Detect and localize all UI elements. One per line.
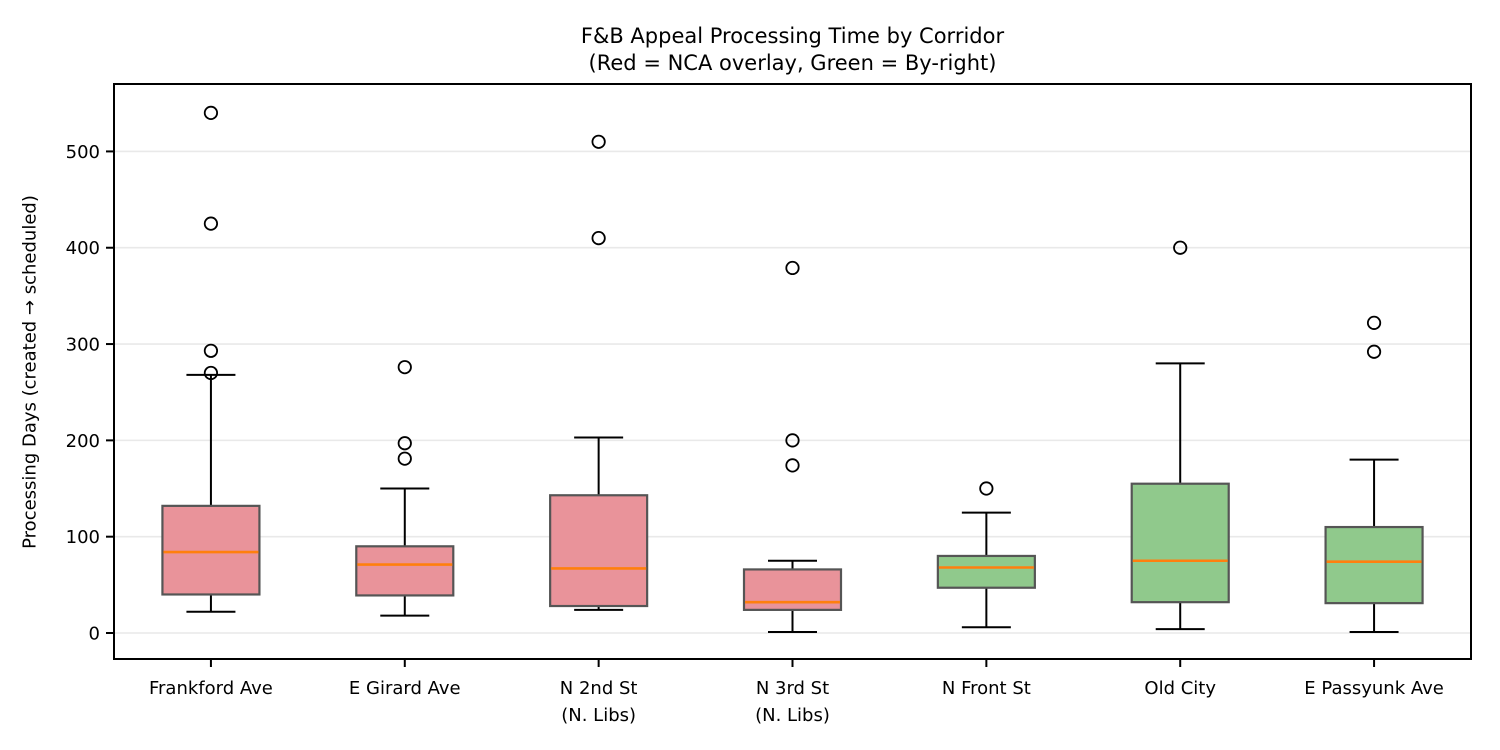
x-tick-label: Frankford Ave bbox=[149, 678, 273, 699]
outlier-point bbox=[1173, 240, 1188, 255]
y-tick-label: 300 bbox=[66, 335, 100, 356]
y-tick-label: 400 bbox=[66, 238, 100, 259]
outlier-point bbox=[979, 481, 994, 496]
y-tick-label: 200 bbox=[66, 431, 100, 452]
outlier-point bbox=[1366, 315, 1382, 330]
box-rect bbox=[355, 545, 455, 597]
outlier-point bbox=[397, 436, 412, 451]
box-rect bbox=[742, 568, 843, 611]
outlier-point bbox=[591, 134, 606, 149]
box-rect bbox=[1130, 482, 1230, 604]
outlier-point bbox=[203, 105, 219, 120]
outlier-point bbox=[203, 216, 219, 231]
outlier-point bbox=[397, 451, 412, 466]
outlier-point bbox=[397, 360, 412, 375]
x-tick-label-line2: (N. Libs) bbox=[755, 705, 830, 726]
outlier-point bbox=[203, 343, 219, 358]
box-rect bbox=[549, 494, 649, 608]
x-tick-label: E Passyunk Ave bbox=[1304, 678, 1444, 699]
outlier-point bbox=[1366, 344, 1382, 359]
chart-title: F&B Appeal Processing Time by Corridor bbox=[580, 24, 1005, 48]
x-tick-label: N 3rd St bbox=[756, 678, 829, 699]
y-tick-label: 500 bbox=[66, 142, 100, 163]
outlier-point bbox=[785, 458, 800, 473]
box-rect bbox=[936, 554, 1036, 589]
outlier-point bbox=[591, 231, 606, 246]
outlier-point bbox=[785, 433, 800, 448]
x-tick-label: E Girard Ave bbox=[349, 678, 461, 699]
x-tick-label: N 2nd St bbox=[560, 678, 638, 699]
box-rect bbox=[1324, 525, 1424, 605]
outlier-point bbox=[785, 260, 800, 276]
box-rect bbox=[161, 504, 261, 596]
outlier-point bbox=[203, 365, 219, 381]
y-tick-label: 0 bbox=[89, 623, 100, 644]
chart-subtitle: (Red = NCA overlay, Green = By-right) bbox=[588, 51, 997, 75]
x-tick-label: N Front St bbox=[942, 678, 1031, 699]
x-tick-label-line2: (N. Libs) bbox=[561, 705, 636, 726]
x-tick-label: Old City bbox=[1144, 678, 1216, 699]
y-tick-label: 100 bbox=[66, 527, 100, 548]
